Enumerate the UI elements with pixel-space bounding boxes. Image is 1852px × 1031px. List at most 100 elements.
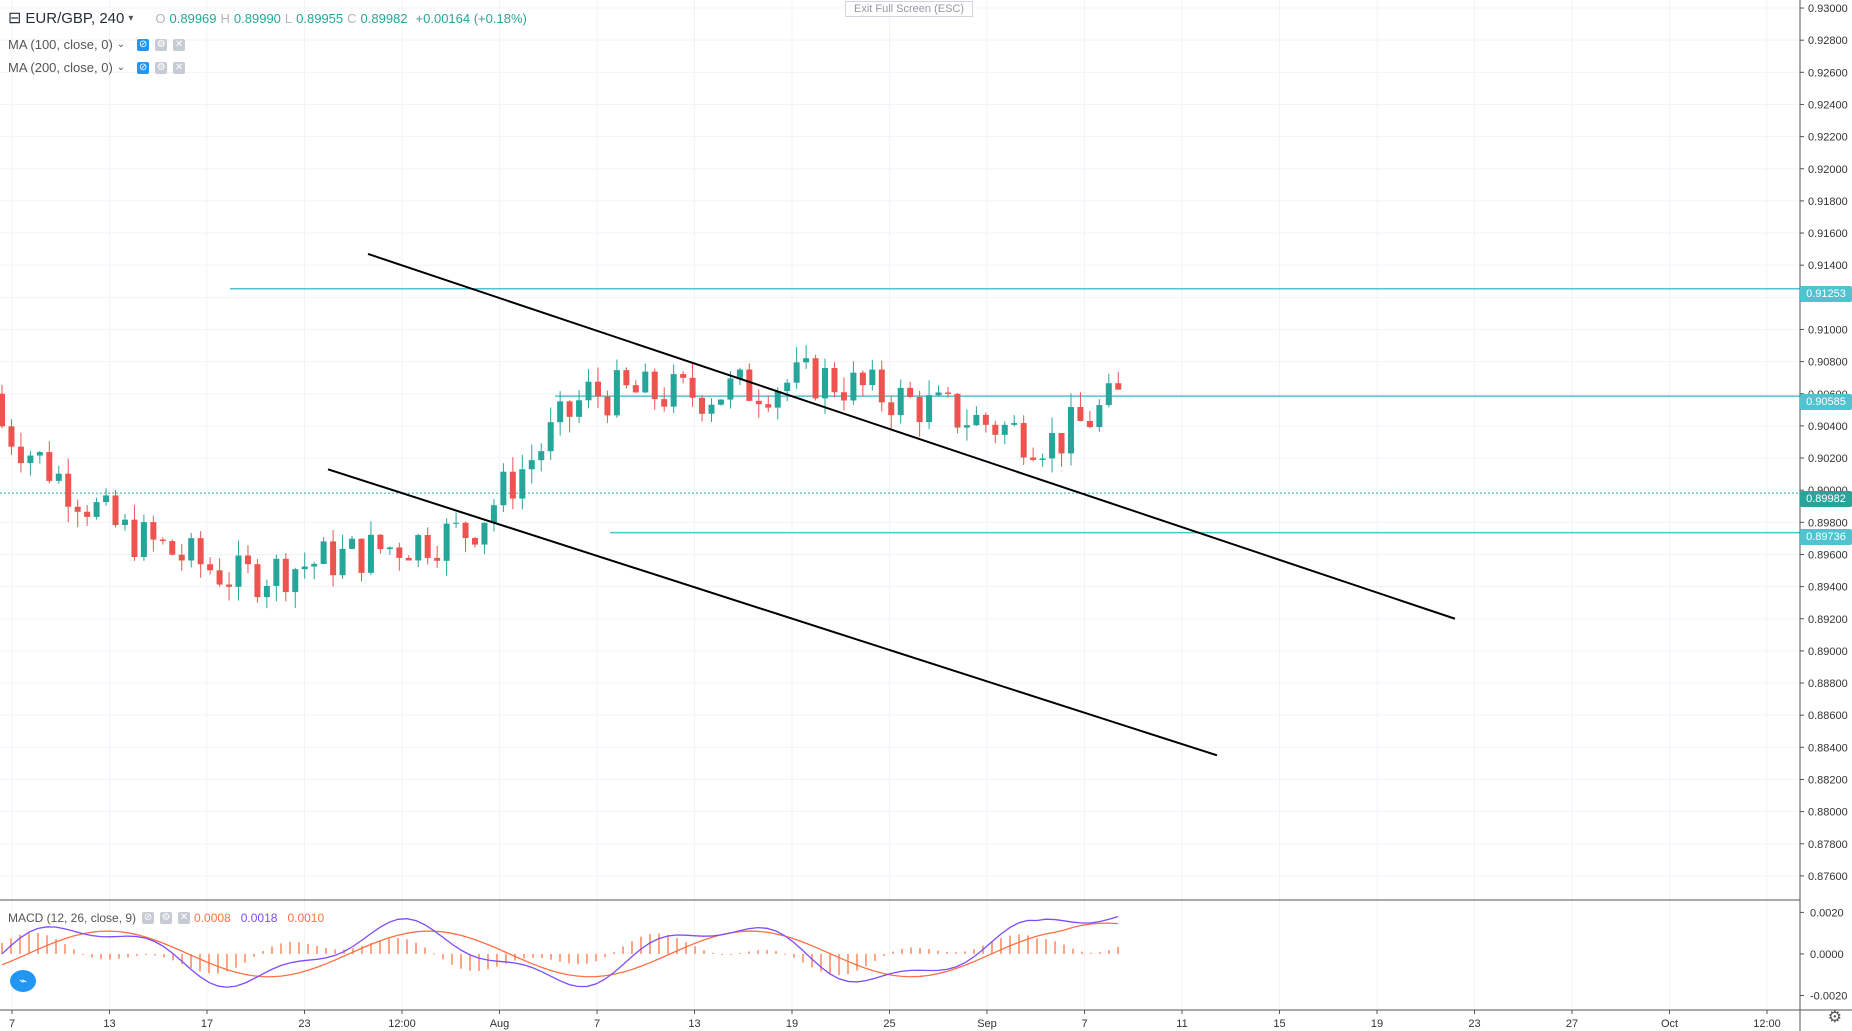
macd-line [1, 915, 1119, 988]
candle-body [651, 371, 658, 400]
macd-value: 0.0018 [240, 911, 278, 925]
candle-body [1058, 432, 1065, 454]
macd-hist-bar [298, 942, 300, 954]
candle-body [121, 519, 128, 525]
candle-body [784, 382, 791, 392]
macd-hist-bar [469, 953, 471, 971]
symbol-label[interactable]: EUR/GBP, 240 [25, 9, 125, 27]
candle-body [661, 399, 668, 407]
macd-hist-bar [1072, 948, 1074, 954]
x-tick-label: 7 [9, 1018, 15, 1030]
y-tick-label: 0.88200 [1808, 774, 1848, 786]
candle-body [1001, 424, 1008, 435]
change-value: +0.00164 (+0.18%) [415, 10, 527, 26]
macd-hist-bar [127, 953, 129, 958]
candle-body [434, 557, 441, 561]
y-tick-label: 0.87800 [1808, 839, 1848, 851]
indicator-label[interactable]: MA (100, close, 0) [8, 37, 113, 52]
y-tick-label: 0.91600 [1808, 228, 1848, 240]
macd-hist-bar [1117, 946, 1119, 954]
collapse-icon[interactable]: ⊟ [8, 10, 22, 27]
macd-hist-bar [730, 953, 732, 955]
macd-hist-bar [478, 953, 480, 971]
macd-hist-bar [307, 943, 309, 954]
exit-fullscreen-button[interactable]: Exit Full Screen (ESC) [845, 1, 974, 17]
macd-hist-bar [289, 941, 291, 954]
macd-hist-bar [181, 953, 183, 965]
y-tick-label: 0.88600 [1808, 710, 1848, 722]
eye-icon[interactable]: ⊘ [137, 61, 150, 74]
candle-body [55, 473, 62, 481]
macd-label[interactable]: MACD (12, 26, close, 9) [8, 911, 137, 925]
macd-hist-bar [73, 949, 75, 954]
candle-body [594, 381, 601, 397]
eye-icon[interactable]: ⊘ [137, 38, 150, 51]
close-icon[interactable]: ✕ [173, 61, 186, 74]
candle-body [216, 570, 223, 585]
macd-hist-bar [721, 953, 723, 955]
candle-body [1077, 407, 1084, 421]
macd-hist-bar [280, 943, 282, 954]
indicator-ma100[interactable]: MA (100, close, 0) ⌄ ⊘ ⚙ ✕ [8, 37, 186, 52]
candle-body [65, 473, 72, 507]
candle-body [405, 557, 412, 561]
chevron-down-icon[interactable]: ▾ [128, 12, 134, 24]
candle-body [367, 534, 374, 573]
candle-body [178, 554, 185, 561]
open-key: O [155, 10, 166, 26]
macd-hist-bar [757, 950, 759, 954]
macd-hist-bar [352, 948, 354, 954]
macd-hist-bar [406, 939, 408, 954]
macd-hist-bar [550, 953, 552, 960]
macd-hist-bar [838, 953, 840, 976]
candle-body [888, 402, 895, 416]
candle-body [197, 538, 204, 565]
macd-hist-bar [442, 953, 444, 960]
macd-hist-bar [64, 944, 66, 954]
x-tick-label: 15 [1273, 1018, 1285, 1030]
macd-hist-bar [154, 953, 156, 956]
candle-body [320, 541, 327, 564]
indicator-label[interactable]: MA (200, close, 0) [8, 60, 113, 75]
macd-hist-bar [847, 953, 849, 974]
x-tick-label: 12:00 [1753, 1018, 1781, 1030]
close-icon[interactable]: ✕ [178, 912, 191, 924]
y-tick-label: 0.89800 [1808, 517, 1848, 529]
candle-body [282, 558, 289, 593]
macd-hist-bar [991, 941, 993, 954]
gear-icon[interactable]: ⚙ [155, 61, 168, 74]
chevron-down-icon[interactable]: ⌄ [116, 39, 126, 50]
macd-hist-bar [208, 953, 210, 974]
close-icon[interactable]: ✕ [173, 38, 186, 51]
y-tick-label: 0.89200 [1808, 614, 1848, 626]
candle-body [1096, 405, 1103, 428]
horizontal-lines[interactable] [0, 288, 1800, 534]
chevron-down-icon[interactable]: ⌄ [116, 62, 126, 73]
symbol-legend: ⊟ EUR/GBP, 240 ▾ O 0.89969 H 0.89990 L 0.89… [8, 8, 527, 28]
macd-hist-bar [460, 953, 462, 969]
candle-body [169, 541, 176, 555]
macd-hist-bar [172, 953, 174, 961]
macd-hist-bar [1, 942, 3, 954]
indicator-ma200[interactable]: MA (200, close, 0) ⌄ ⊘ ⚙ ✕ [8, 60, 186, 75]
macd-hist-bar [1036, 938, 1038, 954]
y-tick-label: 0.91000 [1808, 324, 1848, 336]
candle-body [1067, 407, 1074, 454]
macd-hist-bar [577, 953, 579, 965]
trendlines[interactable] [327, 252, 1456, 757]
macd-hist-bar [919, 947, 921, 954]
y-tick-label: 0.92200 [1808, 132, 1848, 144]
x-tick-label: 25 [883, 1018, 895, 1030]
macd-legend[interactable]: MACD (12, 26, close, 9) ⊘ ⚙ ✕ 0.0008 0.0… [8, 911, 324, 925]
y-tick-label: 0.89600 [1808, 549, 1848, 561]
candle-body [330, 541, 337, 576]
gear-icon[interactable]: ⚙ [160, 912, 173, 924]
tradingview-logo-icon[interactable]: ⌁ [10, 970, 36, 992]
macd-hist-bar [784, 953, 786, 955]
candle-body [935, 392, 942, 396]
settings-gear-icon[interactable]: ⚙ [1827, 1009, 1842, 1026]
gear-icon[interactable]: ⚙ [155, 38, 168, 51]
eye-icon[interactable]: ⊘ [142, 912, 155, 924]
